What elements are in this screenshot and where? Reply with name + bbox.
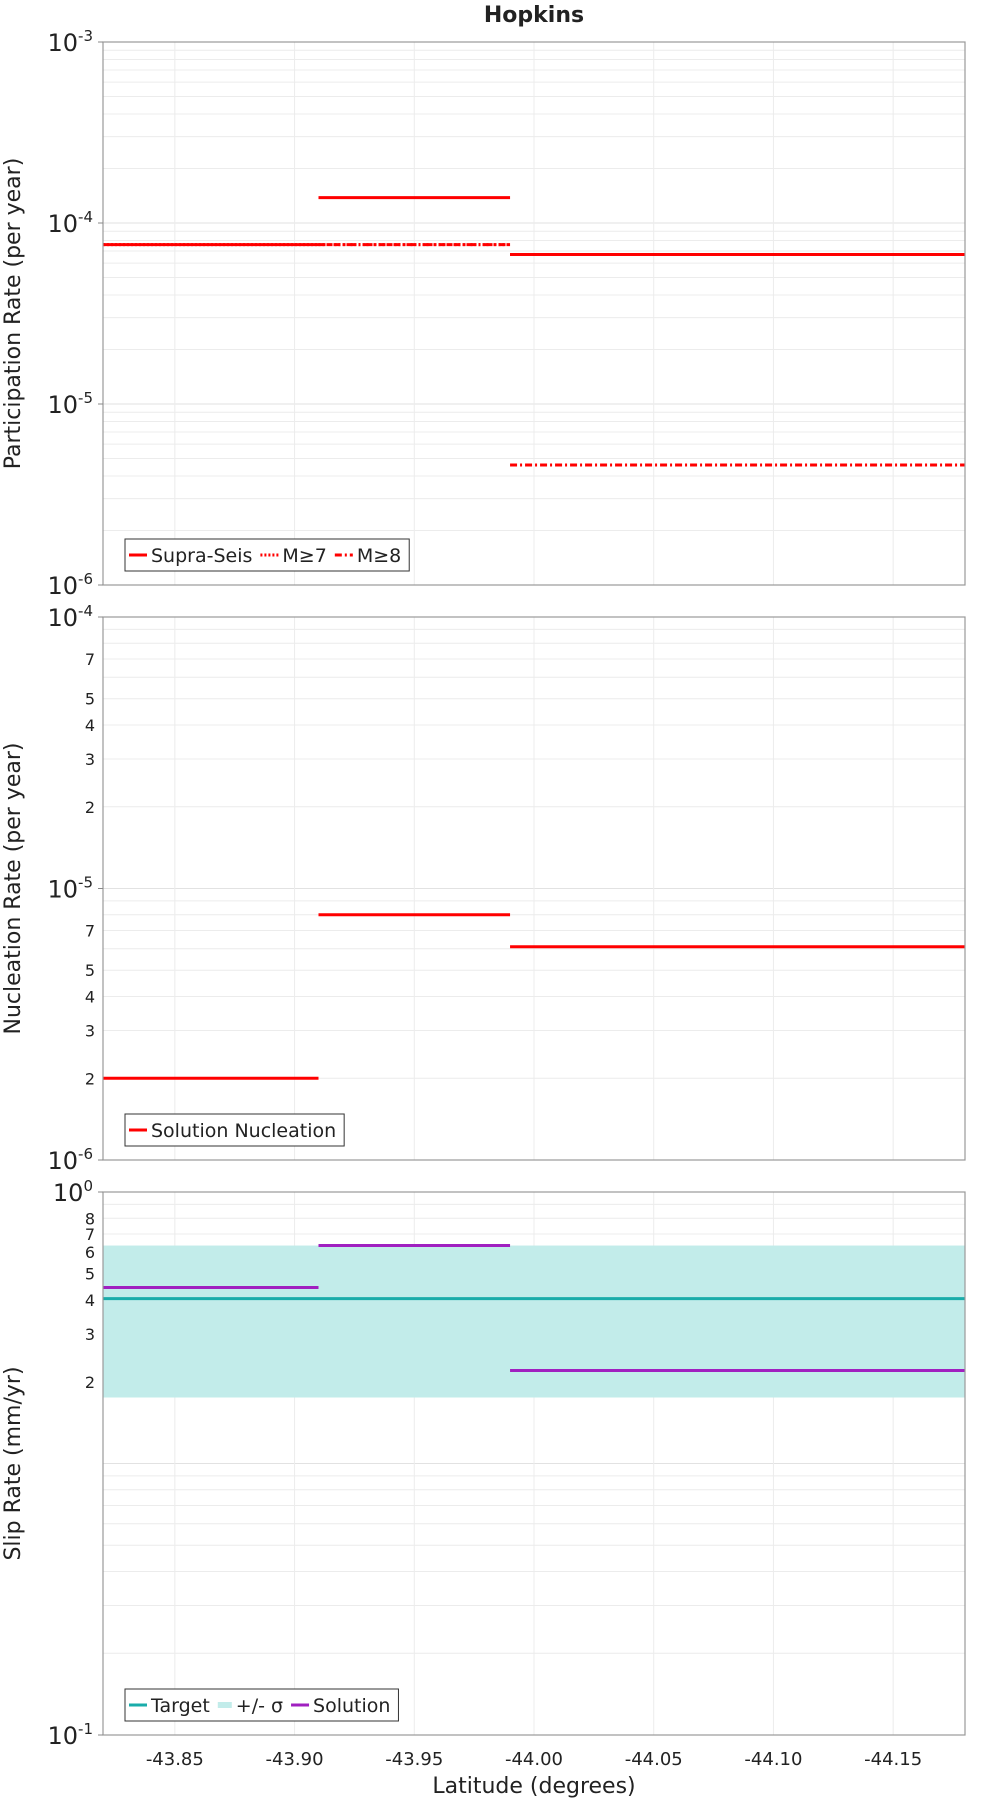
y-minor-tick-label: 4 [85, 716, 95, 735]
y-tick-label: 10-1 [47, 1720, 93, 1750]
nucleation-panel: 10-6 10-5 10-4 2 3 4 5 7 2 3 4 5 7 Nucleation Rate (p… [1, 602, 966, 1175]
y-tick-label: 10-5 [47, 389, 93, 419]
y-minor-tick-label: 5 [85, 1265, 95, 1284]
y-minor-tick-label: 5 [85, 690, 95, 709]
x-tick-label: -44.05 [625, 1749, 683, 1770]
legend-box [124, 538, 410, 572]
legend-label: Solution Nucleation [151, 1120, 336, 1142]
y-tick-label: 10-3 [47, 27, 93, 57]
legend-box [124, 1688, 399, 1722]
legend-label: Solution [313, 1695, 390, 1717]
y-tick-label: 10-6 [47, 570, 93, 600]
y-tick-label: 10-4 [47, 208, 93, 238]
legend-label: +/- σ [236, 1695, 283, 1717]
y-tick-label: 100 [53, 1177, 93, 1207]
y-minor-tick-label: 6 [85, 1243, 95, 1262]
y-minor-tick-label: 2 [85, 798, 95, 817]
series-supra-seis [103, 196, 965, 256]
x-tick-label: -44.15 [864, 1749, 922, 1770]
y-minor-tick-label: 8 [85, 1209, 95, 1228]
y-minor-tick-label: 2 [85, 1069, 95, 1088]
y-minor-tick-label: 3 [85, 1325, 95, 1344]
legend-label: M≥8 [357, 545, 401, 567]
series-solution-nucleation [103, 913, 965, 1080]
y-minor-tick-label: 4 [85, 988, 95, 1007]
y-minor-tick-label: 2 [85, 1373, 95, 1392]
y-minor-tick-label: 3 [85, 750, 95, 769]
legend-label: Target [150, 1695, 210, 1717]
x-tick-label: -44.10 [744, 1749, 802, 1770]
y-tick-label: 10-4 [47, 602, 93, 632]
legend-box [124, 1113, 345, 1147]
legend: Target +/- σ Solution [124, 1688, 399, 1722]
plot-frame [102, 41, 966, 586]
y-axis-label: Slip Rate (mm/yr) [1, 1366, 26, 1560]
legend-label: Supra-Seis [151, 545, 252, 567]
chart-title: Hopkins [484, 3, 584, 28]
slip-panel: 10-1 100 2 3 4 5 678 Slip Rate (mm/yr) -43.85 -43… [1, 1177, 966, 1799]
y-minor-tick-label: 3 [85, 1021, 95, 1040]
y-axis-label: Participation Rate (per year) [1, 158, 26, 470]
x-axis-label: Latitude (degrees) [432, 1774, 635, 1799]
y-minor-tick-label: 7 [85, 650, 95, 669]
y-tick-label: 10-6 [47, 1145, 93, 1175]
series-solution [103, 1244, 965, 1373]
legend-swatch [217, 1702, 232, 1708]
x-tick-label: -44.00 [505, 1749, 563, 1770]
x-tick-label: -43.90 [266, 1749, 324, 1770]
y-tick-label: 10-5 [47, 874, 93, 904]
y-axis-label: Nucleation Rate (per year) [1, 743, 26, 1035]
x-tick-label: -43.85 [146, 1749, 204, 1770]
y-minor-tick-label: 5 [85, 961, 95, 980]
series-m-8 [318, 243, 965, 467]
grid [103, 42, 965, 586]
plot-frame [102, 1191, 966, 1736]
x-tick-label: -43.95 [385, 1749, 443, 1770]
y-minor-tick-label: 4 [85, 1291, 95, 1310]
y-minor-tick-label: 7 [85, 922, 95, 941]
legend: Supra-Seis M≥7 M≥8 [124, 538, 410, 572]
sigma-band [103, 1245, 965, 1398]
y-minor-tick-label: 7 [85, 1225, 95, 1244]
legend: Solution Nucleation [124, 1113, 345, 1147]
participation-panel: Hopkins 10-6 10-5 10-4 10-3 Participation Rat… [1, 3, 966, 600]
legend-label: M≥7 [282, 545, 326, 567]
